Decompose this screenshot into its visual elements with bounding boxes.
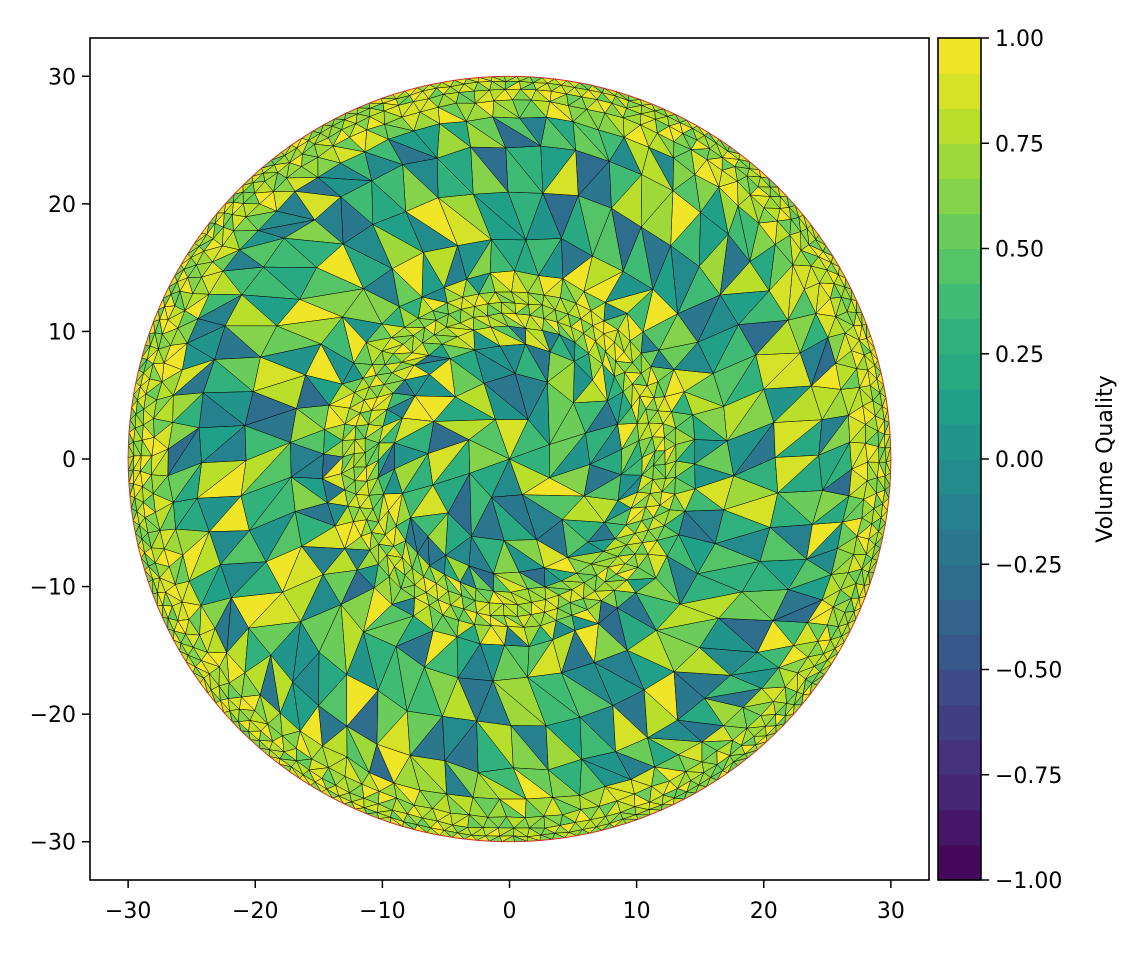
colorbar-tick-label: 0.25 (995, 343, 1044, 368)
x-tick-label: −10 (359, 899, 405, 924)
x-tick-label: −20 (232, 899, 278, 924)
colorbar-band (938, 704, 981, 741)
mesh-triangle (849, 441, 866, 470)
colorbar-band (938, 774, 981, 811)
y-tick-label: −20 (30, 703, 76, 728)
colorbar-band (938, 248, 981, 285)
colorbar-label: Volume Quality (1093, 375, 1118, 542)
colorbar-band (938, 178, 981, 215)
colorbar-band (938, 73, 981, 109)
colorbar-band (938, 38, 981, 74)
colorbar-band (938, 108, 981, 144)
colorbar-tick-label: −0.50 (995, 659, 1062, 684)
x-tick-label: 20 (750, 899, 778, 924)
y-tick-label: 10 (48, 320, 76, 345)
colorbar-band (938, 844, 981, 881)
mesh-triangle (653, 450, 666, 466)
mesh-triangle (694, 439, 728, 465)
mesh-triangle (549, 432, 586, 479)
colorbar-band (938, 318, 981, 355)
colorbar-band (938, 459, 981, 495)
colorbar-bands (938, 38, 981, 881)
colorbar-band (938, 283, 981, 320)
x-axis: −30 −20 −10 0 10 20 30 (105, 880, 905, 924)
colorbar-band (938, 634, 981, 671)
y-tick-label: −10 (30, 576, 76, 601)
colorbar-ticks: 1.00 0.75 0.50 0.25 0.00 −0.25 −0.50 −0.75 −1.00 (981, 27, 1062, 894)
triangle-mesh (127, 75, 892, 843)
plot-area: −30 −20 −10 0 10 20 30 −30 −20 −10 0 10 20 30 (30, 37, 930, 924)
y-tick-label: 0 (62, 448, 76, 473)
mesh-triangle (620, 440, 640, 475)
y-axis: −30 −20 −10 0 10 20 30 (30, 65, 90, 856)
x-tick-label: −30 (105, 899, 151, 924)
colorbar-band (938, 564, 981, 600)
colorbar-tick-label: −0.75 (995, 764, 1062, 789)
mesh-triangle (585, 424, 618, 465)
mesh-triangle (774, 454, 819, 494)
x-tick-label: 0 (503, 899, 517, 924)
x-tick-label: 30 (877, 899, 905, 924)
x-tick-label: 10 (623, 899, 651, 924)
colorbar-tick-label: 0.00 (995, 448, 1044, 473)
y-tick-label: −30 (30, 831, 76, 856)
mesh-triangle (675, 439, 696, 462)
colorbar-tick-label: −0.25 (995, 553, 1062, 578)
y-tick-label: 20 (48, 193, 76, 218)
colorbar-tick-label: 0.75 (995, 132, 1044, 157)
colorbar-band (938, 669, 981, 706)
mesh-triangle (818, 441, 851, 491)
colorbar-tick-label: −1.00 (995, 869, 1062, 894)
colorbar-band (938, 739, 981, 776)
mesh-triangle (884, 447, 891, 463)
colorbar-tick-label: 1.00 (995, 27, 1044, 52)
colorbar-band (938, 353, 981, 390)
mesh-triangle (878, 446, 886, 463)
mesh-triangle (641, 450, 656, 476)
colorbar-band (938, 388, 981, 425)
colorbar-band (938, 213, 981, 250)
colorbar-band (938, 599, 981, 636)
colorbar: 1.00 0.75 0.50 0.25 0.00 −0.25 −0.50 −0.75 −1.00… (937, 27, 1118, 894)
mesh-triangle (726, 422, 775, 477)
colorbar-band (938, 494, 981, 530)
colorbar-band (938, 143, 981, 179)
mesh-triangle (865, 443, 879, 463)
mesh-boundary (127, 75, 892, 843)
y-tick-label: 30 (48, 65, 76, 90)
mesh-triangle (664, 444, 677, 465)
colorbar-band (938, 423, 981, 460)
colorbar-band (938, 529, 981, 565)
colorbar-band (938, 809, 981, 846)
colorbar-tick-label: 0.50 (995, 238, 1044, 263)
